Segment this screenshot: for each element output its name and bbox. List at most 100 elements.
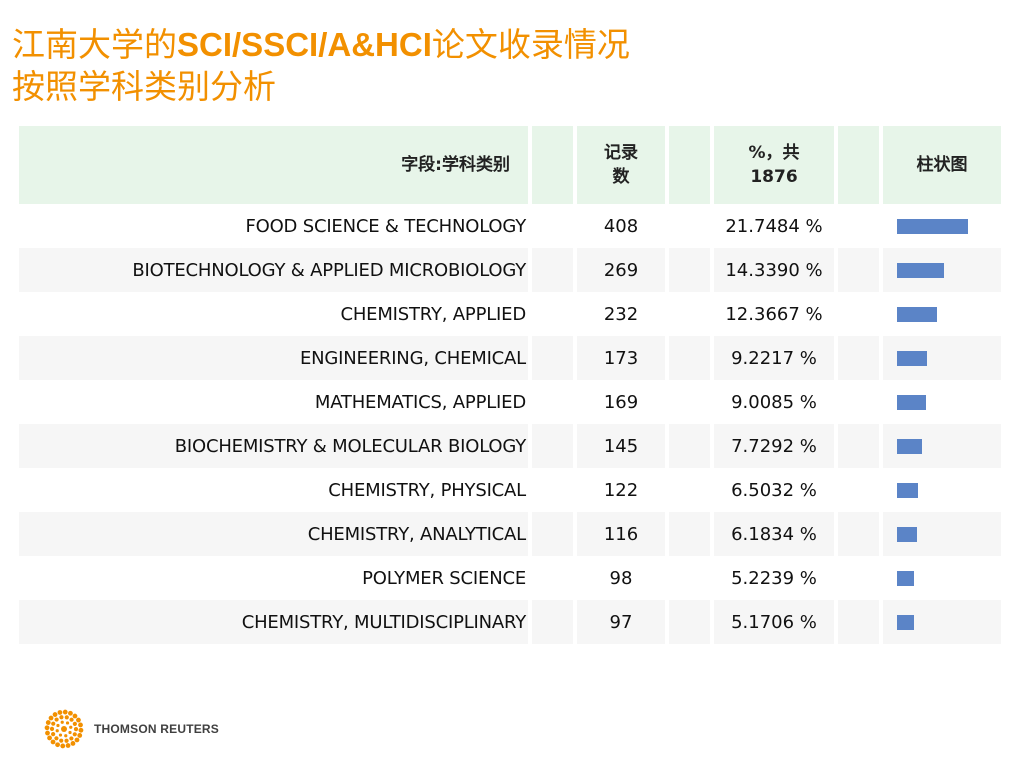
cell-bar — [883, 556, 1001, 600]
cell-spacer — [669, 556, 710, 600]
category-table: 字段:学科类别 记录数 %，共 1876 柱状图 FOOD SCIENCE & T… — [15, 126, 1005, 644]
title-line-2: 按照学科类别分析 — [12, 67, 276, 106]
cell-count: 408 — [577, 204, 665, 248]
cell-count: 173 — [577, 336, 665, 380]
cell-spacer — [838, 204, 879, 248]
percent-bar — [897, 482, 918, 498]
table-row: BIOCHEMISTRY & MOLECULAR BIOLOGY 145 7.729… — [19, 424, 1001, 468]
cell-spacer — [532, 336, 573, 380]
cell-percent: 6.1834 % — [714, 512, 834, 556]
cell-spacer — [838, 556, 879, 600]
cell-category[interactable]: BIOTECHNOLOGY & APPLIED MICROBIOLOGY — [19, 248, 528, 292]
cell-spacer — [669, 512, 710, 556]
table-row: CHEMISTRY, ANALYTICAL 116 6.1834 % — [19, 512, 1001, 556]
cell-category[interactable]: CHEMISTRY, PHYSICAL — [19, 468, 528, 512]
cell-spacer — [669, 600, 710, 644]
cell-spacer — [532, 468, 573, 512]
table-header-row: 字段:学科类别 记录数 %，共 1876 柱状图 — [19, 126, 1001, 204]
cell-bar — [883, 204, 1001, 248]
thomson-reuters-globe-icon — [44, 709, 84, 749]
cell-percent: 7.7292 % — [714, 424, 834, 468]
cell-spacer — [838, 248, 879, 292]
title-suffix: 论文收录情况 — [431, 25, 630, 64]
header-category-label: 字段:学科类别 — [401, 155, 510, 175]
cell-count: 98 — [577, 556, 665, 600]
header-percent[interactable]: %，共 1876 — [714, 126, 834, 204]
cell-category[interactable]: ENGINEERING, CHEMICAL — [19, 336, 528, 380]
title-index-names: SCI/SSCI/A&HCI — [177, 26, 432, 63]
cell-spacer — [838, 380, 879, 424]
cell-spacer — [532, 600, 573, 644]
header-spacer-2 — [669, 126, 710, 204]
cell-spacer — [532, 292, 573, 336]
cell-bar — [883, 468, 1001, 512]
cell-category[interactable]: CHEMISTRY, ANALYTICAL — [19, 512, 528, 556]
cell-spacer — [532, 424, 573, 468]
table-row: CHEMISTRY, MULTIDISCIPLINARY 97 5.1706 % — [19, 600, 1001, 644]
cell-category[interactable]: CHEMISTRY, APPLIED — [19, 292, 528, 336]
cell-bar — [883, 380, 1001, 424]
percent-bar — [897, 350, 927, 366]
percent-bar — [897, 570, 914, 586]
header-count-label-1: 记录 — [604, 143, 638, 163]
cell-category[interactable]: FOOD SCIENCE & TECHNOLOGY — [19, 204, 528, 248]
table-row: CHEMISTRY, APPLIED 232 12.3667 % — [19, 292, 1001, 336]
cell-spacer — [669, 336, 710, 380]
header-count[interactable]: 记录数 — [577, 126, 665, 204]
cell-spacer — [669, 468, 710, 512]
cell-spacer — [838, 600, 879, 644]
table-row: ENGINEERING, CHEMICAL 173 9.2217 % — [19, 336, 1001, 380]
header-percent-label-2: 1876 — [750, 167, 798, 187]
cell-spacer — [532, 556, 573, 600]
cell-percent: 5.2239 % — [714, 556, 834, 600]
cell-spacer — [669, 380, 710, 424]
cell-bar — [883, 336, 1001, 380]
slide-title: 江南大学的SCI/SSCI/A&HCI论文收录情况 按照学科类别分析 — [12, 24, 1002, 108]
cell-spacer — [532, 204, 573, 248]
footer-logo: THOMSON REUTERS — [42, 707, 219, 751]
category-table-container: 字段:学科类别 记录数 %，共 1876 柱状图 FOOD SCIENCE & T… — [19, 126, 1001, 644]
cell-spacer — [532, 512, 573, 556]
cell-bar — [883, 292, 1001, 336]
percent-bar — [897, 306, 937, 322]
header-bar-chart-label: 柱状图 — [916, 155, 968, 175]
cell-count: 169 — [577, 380, 665, 424]
cell-category[interactable]: MATHEMATICS, APPLIED — [19, 380, 528, 424]
table-body: FOOD SCIENCE & TECHNOLOGY 408 21.7484 % BIO… — [19, 204, 1001, 644]
cell-count: 97 — [577, 600, 665, 644]
cell-spacer — [669, 424, 710, 468]
header-count-label-2: 数 — [612, 167, 630, 187]
cell-category[interactable]: POLYMER SCIENCE — [19, 556, 528, 600]
cell-spacer — [838, 512, 879, 556]
table-row: CHEMISTRY, PHYSICAL 122 6.5032 % — [19, 468, 1001, 512]
percent-bar — [897, 218, 968, 234]
cell-spacer — [838, 292, 879, 336]
percent-bar — [897, 262, 944, 278]
cell-bar — [883, 512, 1001, 556]
percent-bar — [897, 614, 914, 630]
cell-spacer — [669, 248, 710, 292]
cell-percent: 6.5032 % — [714, 468, 834, 512]
header-category[interactable]: 字段:学科类别 — [19, 126, 528, 204]
header-spacer-1 — [532, 126, 573, 204]
cell-category[interactable]: BIOCHEMISTRY & MOLECULAR BIOLOGY — [19, 424, 528, 468]
cell-count: 269 — [577, 248, 665, 292]
cell-percent: 12.3667 % — [714, 292, 834, 336]
percent-bar — [897, 394, 926, 410]
table-row: BIOTECHNOLOGY & APPLIED MICROBIOLOGY 269 1… — [19, 248, 1001, 292]
cell-category[interactable]: CHEMISTRY, MULTIDISCIPLINARY — [19, 600, 528, 644]
logo-text: THOMSON REUTERS — [94, 722, 220, 736]
cell-spacer — [838, 424, 879, 468]
cell-count: 145 — [577, 424, 665, 468]
header-spacer-3 — [838, 126, 879, 204]
cell-percent: 21.7484 % — [714, 204, 834, 248]
table-row: FOOD SCIENCE & TECHNOLOGY 408 21.7484 % — [19, 204, 1001, 248]
cell-percent: 5.1706 % — [714, 600, 834, 644]
table-row: POLYMER SCIENCE 98 5.2239 % — [19, 556, 1001, 600]
cell-spacer — [838, 468, 879, 512]
header-percent-label-1: %，共 — [748, 143, 800, 163]
cell-spacer — [532, 380, 573, 424]
cell-count: 232 — [577, 292, 665, 336]
cell-percent: 9.0085 % — [714, 380, 834, 424]
table-row: MATHEMATICS, APPLIED 169 9.0085 % — [19, 380, 1001, 424]
